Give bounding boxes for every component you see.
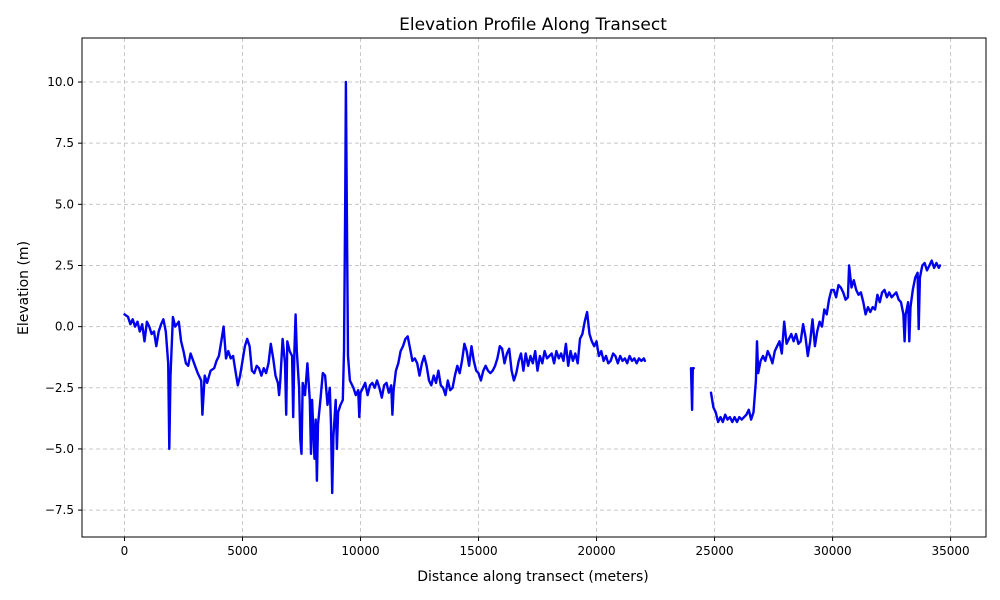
y-tick-label: −5.0	[45, 442, 74, 456]
y-axis-label: Elevation (m)	[16, 241, 32, 335]
elevation-line-segment-3	[709, 259, 942, 424]
x-tick-label: 20000	[577, 544, 615, 558]
y-axis-ticks: −7.5 −5.0 −2.5 0.0 2.5 5.0 7.5 10.0	[45, 75, 82, 517]
x-axis-ticks: 0 5000 10000 15000 20000 25000 30000 35000	[121, 537, 970, 558]
x-tick-label: 10000	[341, 544, 379, 558]
y-tick-label: 0.0	[55, 320, 74, 334]
elevation-line-segment-2	[689, 367, 695, 411]
x-tick-label: 15000	[459, 544, 497, 558]
data-lines	[123, 80, 942, 495]
elevation-line-segment-1	[123, 80, 647, 495]
x-tick-label: 35000	[932, 544, 970, 558]
y-tick-label: 2.5	[55, 258, 74, 272]
x-tick-label: 0	[121, 544, 129, 558]
y-tick-label: −7.5	[45, 503, 74, 517]
y-tick-label: 7.5	[55, 136, 74, 150]
x-axis-label: Distance along transect (meters)	[417, 569, 648, 585]
y-tick-label: 5.0	[55, 197, 74, 211]
y-tick-label: −2.5	[45, 381, 74, 395]
y-tick-label: 10.0	[47, 75, 74, 89]
plot-frame	[81, 37, 987, 538]
x-tick-label: 25000	[695, 544, 733, 558]
x-tick-label: 30000	[813, 544, 851, 558]
x-tick-label: 5000	[227, 544, 258, 558]
chart-title: Elevation Profile Along Transect	[399, 15, 667, 35]
grid	[82, 38, 986, 537]
